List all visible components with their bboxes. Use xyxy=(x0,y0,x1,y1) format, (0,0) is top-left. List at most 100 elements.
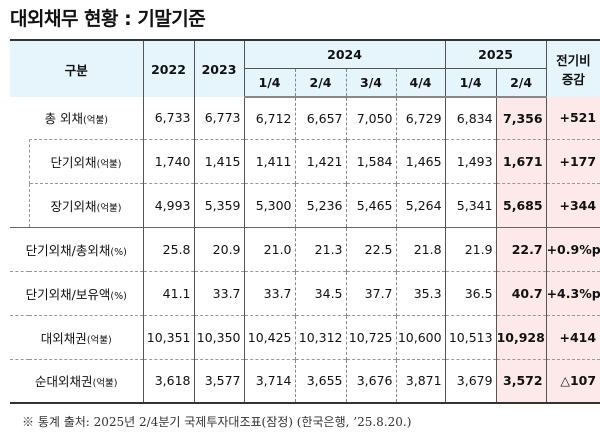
row-unit: (억불) xyxy=(83,115,108,127)
row-label: 단기외채/보유액 xyxy=(25,286,111,302)
cell-value: 3,577 xyxy=(193,358,245,404)
cell-value: 3,676 xyxy=(345,358,397,404)
cell-value: 36.5 xyxy=(444,270,497,315)
row-unit: (억불) xyxy=(96,158,122,170)
header-change-line1: 전기비 xyxy=(556,53,591,68)
page-title: 대외채무 현황 : 기말기준 xyxy=(10,8,206,30)
header-q: 1/4 xyxy=(444,68,497,98)
table-row: 총 외채(억불) 6,733 6,773 6,712 6,657 7,050 6,729 6,… xyxy=(10,97,600,139)
cell-change: +4.3%p xyxy=(545,270,600,315)
table-row: 단기외채/총외채(%) 25.8 20.9 21.0 21.3 22.5 21.8 21.9 2… xyxy=(10,226,600,271)
cell-value: 1,740 xyxy=(142,138,195,183)
cell-value: 20.9 xyxy=(193,226,245,271)
header-category: 구분 xyxy=(10,39,144,97)
row-header: 단기외채(억불) xyxy=(28,138,144,183)
cell-value: 3,572 xyxy=(495,358,547,404)
cell-value: 22.5 xyxy=(345,226,397,271)
row-header: 총 외채(억불) xyxy=(10,97,143,139)
header-q: 4/4 xyxy=(395,68,446,98)
cell-value: 5,236 xyxy=(294,182,347,227)
cell-value: 25.8 xyxy=(142,226,195,271)
cell-change: +344 xyxy=(545,182,600,227)
header-q: 2/4 xyxy=(294,68,347,98)
cell-value: 21.3 xyxy=(294,226,347,271)
cell-value: 10,725 xyxy=(345,314,397,359)
cell-change: △107 xyxy=(545,358,600,404)
cell-value: 10,350 xyxy=(193,314,245,359)
cell-value: 6,657 xyxy=(294,97,347,139)
cell-value: 33.7 xyxy=(193,270,245,315)
cell-value: 21.0 xyxy=(243,226,296,271)
row-label: 대외채권 xyxy=(40,330,87,346)
cell-value: 37.7 xyxy=(345,270,397,315)
row-header: 장기외채(억불) xyxy=(28,182,144,227)
cell-value: 10,351 xyxy=(142,314,195,359)
cell-value: 3,871 xyxy=(395,358,446,404)
header-2023: 2023 xyxy=(193,39,245,97)
row-label: 총 외채 xyxy=(44,111,84,127)
indent xyxy=(10,139,29,183)
row-label: 장기외채 xyxy=(50,198,97,214)
cell-value: 5,341 xyxy=(444,182,497,227)
cell-value: 34.5 xyxy=(294,270,347,315)
cell-value: 1,421 xyxy=(294,138,347,183)
row-unit: (%) xyxy=(110,246,127,258)
cell-value: 1,584 xyxy=(345,138,397,183)
header-q: 2/4 xyxy=(495,68,547,98)
cell-value: 3,714 xyxy=(243,358,296,404)
header-q: 1/4 xyxy=(243,68,296,98)
header-change-line2: 증감 xyxy=(561,72,585,87)
row-header: 단기외채/보유액(%) xyxy=(10,270,144,315)
cell-value: 1,415 xyxy=(193,138,245,183)
cell-value: 6,733 xyxy=(142,97,195,139)
cell-value: 10,928 xyxy=(495,314,547,359)
header-q: 3/4 xyxy=(345,68,397,98)
table-row: 단기외채(억불) 1,740 1,415 1,411 1,421 1,584 1,465 1,… xyxy=(10,138,600,183)
header-2022: 2022 xyxy=(142,39,195,97)
cell-change: +177 xyxy=(545,138,600,183)
row-header: 대외채권(억불) xyxy=(10,314,144,359)
row-header: 순대외채권(억불) xyxy=(10,358,144,404)
cell-value: 10,513 xyxy=(444,314,497,359)
table-row: 순대외채권(억불) 3,618 3,577 3,714 3,655 3,676 3,871 3… xyxy=(10,358,600,404)
cell-change: +521 xyxy=(545,97,600,139)
cell-value: 3,655 xyxy=(294,358,347,404)
row-unit: (억불) xyxy=(96,202,122,214)
cell-value: 5,359 xyxy=(193,182,245,227)
cell-value: 21.9 xyxy=(444,226,497,271)
cell-value: 41.1 xyxy=(142,270,195,315)
table-row: 대외채권(억불) 10,351 10,350 10,425 10,312 10,725 10… xyxy=(10,314,600,359)
cell-change: +414 xyxy=(545,314,600,359)
row-unit: (억불) xyxy=(92,378,118,390)
cell-value: 10,312 xyxy=(294,314,347,359)
footnote: ※ 통계 출처: 2025년 2/4분기 국제투자대조표(잠정) (한국은행, … xyxy=(22,415,412,429)
cell-value: 1,465 xyxy=(395,138,446,183)
cell-change: +0.9%p xyxy=(545,226,600,271)
cell-value: 6,773 xyxy=(193,97,245,139)
indent xyxy=(10,183,29,227)
row-label: 단기외채 xyxy=(50,154,97,170)
cell-value: 6,729 xyxy=(395,97,446,139)
row-header: 단기외채/총외채(%) xyxy=(10,226,144,271)
cell-value: 4,993 xyxy=(142,182,195,227)
row-label: 순대외채권 xyxy=(35,374,93,390)
cell-value: 5,685 xyxy=(495,182,547,227)
cell-value: 3,679 xyxy=(444,358,497,404)
cell-value: 33.7 xyxy=(243,270,296,315)
cell-value: 5,264 xyxy=(395,182,446,227)
cell-value: 3,618 xyxy=(142,358,195,404)
external-debt-table: 구분 2022 2023 2024 2025 전기비 증감 1/4 2/4 3/4… xyxy=(10,39,600,404)
cell-value: 5,300 xyxy=(243,182,296,227)
table-row: 단기외채/보유액(%) 41.1 33.7 33.7 34.5 37.7 35.3 36.5 4… xyxy=(10,270,600,315)
row-unit: (%) xyxy=(110,290,127,302)
cell-value: 40.7 xyxy=(495,270,547,315)
cell-value: 1,411 xyxy=(243,138,296,183)
cell-value: 7,050 xyxy=(345,97,397,139)
row-unit: (억불) xyxy=(86,334,112,346)
header-2024: 2024 xyxy=(243,39,446,69)
row-label: 단기외채/총외채 xyxy=(25,242,111,258)
cell-value: 7,356 xyxy=(495,97,547,139)
cell-value: 1,671 xyxy=(495,138,547,183)
cell-value: 5,465 xyxy=(345,182,397,227)
